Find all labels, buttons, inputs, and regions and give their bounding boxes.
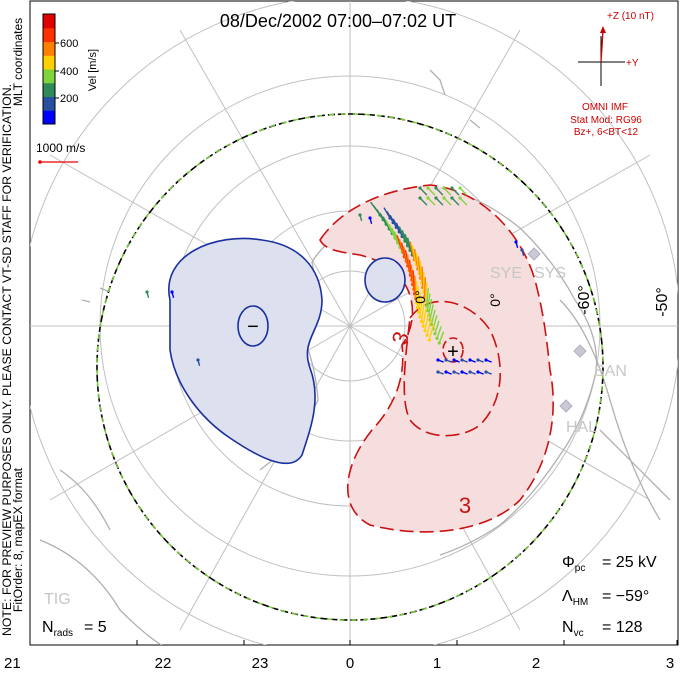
velocity-vector bbox=[422, 267, 423, 288]
velocity-vector-origin bbox=[435, 337, 438, 340]
velocity-vector-origin bbox=[460, 370, 463, 373]
velocity-vector-origin bbox=[428, 338, 431, 341]
velocity-vector-origin bbox=[484, 358, 487, 361]
station-label-san: SAN bbox=[594, 363, 627, 380]
fitorder-label: FitOrder: 8, mapEX format bbox=[11, 467, 25, 612]
velocity-vector-origin bbox=[426, 186, 429, 189]
latitude-label-60: -60° bbox=[576, 285, 593, 315]
mlt-tick-22: 22 bbox=[155, 655, 172, 672]
velocity-vector-origin bbox=[196, 358, 199, 361]
velocity-vector-origin bbox=[368, 216, 371, 219]
mlt-axis-ticks bbox=[30, 640, 677, 645]
lambda-hm-symbol: ΛHM bbox=[562, 588, 588, 608]
lat-tick-label-1: 0° bbox=[487, 293, 503, 306]
imf-y-label: +Y bbox=[626, 58, 639, 69]
colorbar-label: Vel [m/s] bbox=[87, 49, 99, 91]
colorbar-tick-200: 200 bbox=[60, 93, 78, 105]
velocity-vector-origin bbox=[442, 196, 445, 199]
velocity-vector-origin bbox=[170, 290, 173, 293]
station-label-sye: SYE bbox=[490, 265, 522, 282]
imf-dial bbox=[578, 26, 625, 86]
velocity-vector-origin bbox=[438, 341, 441, 344]
imf-source-label: OMNI IMF bbox=[582, 102, 628, 113]
velocity-vector-origin bbox=[468, 358, 471, 361]
imf-condition-label: Bz+, 6<BT<12 bbox=[574, 127, 639, 138]
plot-frame bbox=[30, 1, 678, 645]
n-vc-symbol: Nvc bbox=[562, 619, 584, 639]
velocity-vector-origin bbox=[422, 325, 425, 328]
mlt-tick-21: 21 bbox=[4, 655, 21, 672]
velocity-vector-origin bbox=[434, 196, 437, 199]
negative-potential-cell bbox=[169, 238, 322, 463]
velocity-vector-origin bbox=[520, 248, 523, 251]
colorbar-segment bbox=[43, 110, 55, 124]
colorbar-tick-600: 600 bbox=[60, 38, 78, 50]
velocity-vector-origin bbox=[484, 370, 487, 373]
velocity-colorbar: 600 400 200 Vel [m/s] bbox=[43, 14, 99, 125]
vector-scale-label: 1000 m/s bbox=[36, 141, 85, 155]
positive-potential-cell bbox=[320, 185, 553, 532]
velocity-vector-origin bbox=[476, 370, 479, 373]
phi-pc-value: = 25 kV bbox=[602, 554, 657, 571]
contour-value-label-2: 3 bbox=[459, 493, 471, 518]
velocity-vector-origin bbox=[420, 320, 423, 323]
negative-island-contour bbox=[365, 258, 405, 302]
velocity-vector-origin bbox=[145, 290, 148, 293]
velocity-vector-origin bbox=[458, 196, 461, 199]
velocity-vector-origin bbox=[433, 332, 436, 335]
velocity-vector-origin bbox=[418, 196, 421, 199]
station-label-hal: HAL bbox=[566, 419, 597, 436]
map-title: 08/Dec/2002 07:00–07:02 UT bbox=[220, 11, 456, 31]
mlt-tick-0: 0 bbox=[346, 655, 354, 672]
colorbar-segment bbox=[43, 83, 55, 97]
velocity-vector-origin bbox=[452, 370, 455, 373]
imf-z-label: +Z (10 nT) bbox=[607, 11, 654, 22]
negative-cell-label: − bbox=[247, 316, 259, 338]
velocity-vector-origin bbox=[434, 186, 437, 189]
velocity-vector-origin bbox=[426, 196, 429, 199]
velocity-vector-origin bbox=[436, 370, 439, 373]
velocity-vector-origin bbox=[425, 334, 428, 337]
station-label-tig: TIG bbox=[44, 591, 71, 608]
velocity-vector-origin bbox=[468, 370, 471, 373]
colorbar-segment bbox=[43, 14, 55, 28]
colorbar-segment bbox=[43, 42, 55, 56]
mlt-tick-2: 2 bbox=[532, 655, 540, 672]
n-rads-symbol: Nrads bbox=[42, 619, 73, 639]
velocity-vector-origin bbox=[436, 358, 439, 361]
mlt-tick-1: 1 bbox=[433, 655, 441, 672]
velocity-vector-origin bbox=[444, 370, 447, 373]
velocity-vector-origin bbox=[460, 358, 463, 361]
velocity-vector-origin bbox=[450, 196, 453, 199]
velocity-vector-origin bbox=[418, 186, 421, 189]
mlt-tick-23: 23 bbox=[252, 655, 269, 672]
positive-cell-label: + bbox=[447, 341, 459, 363]
mlt-tick-3: 3 bbox=[666, 655, 674, 672]
velocity-vector-origin bbox=[450, 186, 453, 189]
velocity-vector-origin bbox=[442, 186, 445, 189]
n-rads-value: = 5 bbox=[84, 619, 107, 636]
stat-model-label: Stat Mod: RG96 bbox=[570, 115, 642, 126]
n-vc-value: = 128 bbox=[602, 619, 643, 636]
colorbar-segment bbox=[43, 97, 55, 111]
colorbar-segment bbox=[43, 55, 55, 69]
station-label-sys: SYS bbox=[534, 265, 566, 282]
lambda-hm-value: = −59° bbox=[602, 588, 649, 605]
phi-pc-symbol: Φpc bbox=[562, 554, 585, 574]
colorbar-tick-400: 400 bbox=[60, 66, 78, 78]
velocity-vector-origin bbox=[423, 329, 426, 332]
vector-scale-arrow bbox=[38, 160, 78, 164]
colorbar-segment bbox=[43, 28, 55, 42]
lat-tick-label-2: 0° bbox=[412, 290, 428, 303]
velocity-vector-origin bbox=[418, 315, 421, 318]
velocity-vector-origin bbox=[476, 358, 479, 361]
colorbar-segment bbox=[43, 69, 55, 83]
velocity-vector-origin bbox=[514, 240, 517, 243]
latitude-label-50: -50° bbox=[654, 287, 671, 317]
velocity-vector-origin bbox=[358, 213, 361, 216]
velocity-vector-origin bbox=[458, 186, 461, 189]
